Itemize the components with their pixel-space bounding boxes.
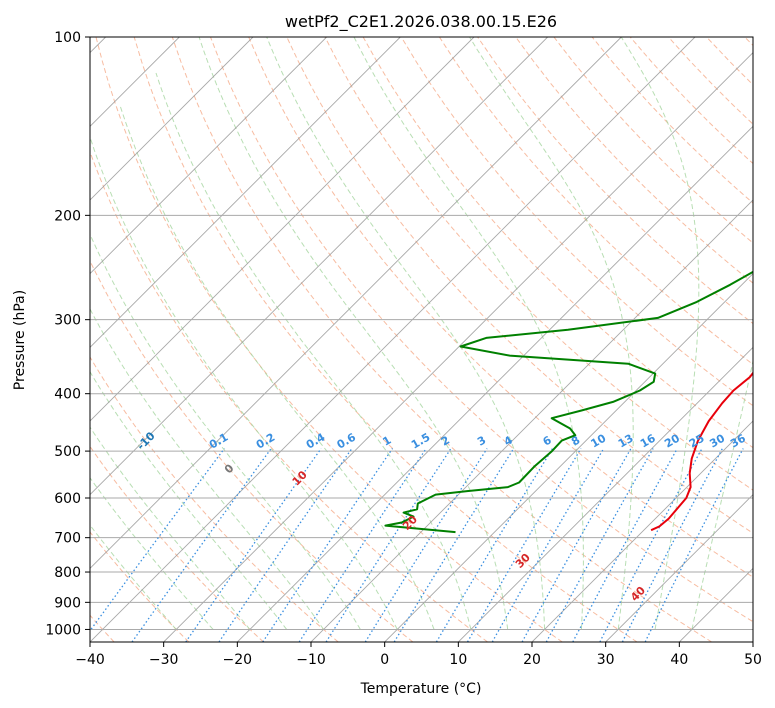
y-tick-label: 500 xyxy=(54,444,81,460)
isotherm-line xyxy=(605,494,753,642)
isotherm-line xyxy=(237,125,753,642)
x-axis-label: Temperature (°C) xyxy=(360,681,482,697)
x-tick-label: 30 xyxy=(597,652,615,668)
moist-adiabat-line xyxy=(353,37,584,630)
mixing-ratio-line xyxy=(131,448,272,642)
moist-adiabat-line xyxy=(198,37,509,630)
dry-adiabat-line xyxy=(95,37,563,642)
y-axis-label: Pressure (hPa) xyxy=(12,290,28,390)
mixing-ratio-line xyxy=(491,448,605,642)
isotherm-line xyxy=(163,52,753,642)
mixing-ratio-line xyxy=(298,448,427,642)
axes: −40 −30 −20 −10 0 10 20 30 40 50 100 200 300 400 500 60… xyxy=(45,30,762,668)
dry-adiabat-line xyxy=(90,356,339,642)
isotherm-line xyxy=(90,37,696,642)
temperature-profile-line xyxy=(650,371,753,532)
mixing-ratio-line xyxy=(466,448,582,642)
isotherm-line xyxy=(90,37,548,496)
dry-adiabat-line xyxy=(324,37,753,491)
y-tick-label: 700 xyxy=(54,531,81,547)
isotherm-line xyxy=(384,273,753,642)
dry-adiabat-line xyxy=(133,37,638,642)
mixing-ratio-line xyxy=(393,448,515,642)
profile-lines xyxy=(384,270,753,534)
isotherm-line xyxy=(90,37,401,348)
isotherm-line xyxy=(458,346,753,642)
isotherm-line xyxy=(531,420,753,642)
dry-adiabat-line xyxy=(171,37,712,642)
y-tick-label: 100 xyxy=(54,30,81,46)
y-tick-label: 200 xyxy=(54,208,81,224)
moist-adiabat-line xyxy=(155,72,472,630)
x-tick-label: 10 xyxy=(449,652,467,668)
mixing-ratio-line xyxy=(218,448,353,642)
plot-frame xyxy=(89,36,754,643)
mixing-ratio-line xyxy=(185,448,322,642)
mixing-ratio-line xyxy=(572,448,678,642)
y-tick-label: 900 xyxy=(54,595,81,611)
dewpoint-profile-line xyxy=(384,270,753,534)
mixing-ratio-line xyxy=(262,448,394,642)
mixing-ratio-line xyxy=(599,448,703,642)
moist-adiabat-line xyxy=(691,358,753,630)
x-tick-label: −30 xyxy=(149,652,179,668)
isotherm-line xyxy=(90,37,475,422)
dry-adiabat-line xyxy=(90,531,190,642)
y-tick-label: 600 xyxy=(54,491,81,507)
moist-adiabat-line xyxy=(90,135,398,630)
mixing-ratio-line xyxy=(325,448,452,642)
moist-adiabat-line xyxy=(90,426,251,630)
background-lines xyxy=(90,37,753,642)
dry-adiabat-line xyxy=(438,37,753,366)
y-tick-label: 300 xyxy=(54,313,81,329)
y-tick-label: 400 xyxy=(54,387,81,403)
x-tick-label: 50 xyxy=(744,652,762,668)
moist-adiabat-line xyxy=(90,476,214,630)
mixing-ratio-line xyxy=(90,448,225,632)
x-tick-label: −20 xyxy=(223,652,253,668)
dry-adiabat-line xyxy=(248,37,753,578)
mixing-ratio-line xyxy=(621,448,723,642)
moist-adiabat-line xyxy=(469,37,634,630)
y-tick-label: 800 xyxy=(54,565,81,581)
isotherm-line xyxy=(90,37,254,201)
moist-adiabat-line xyxy=(90,370,288,630)
x-tick-label: −40 xyxy=(75,652,105,668)
dry-adiabat-line xyxy=(515,37,753,284)
moist-adiabat-line xyxy=(119,104,435,630)
isotherm-line xyxy=(90,37,622,569)
dry-adiabat-line xyxy=(400,37,753,407)
x-tick-label: 40 xyxy=(670,652,688,668)
dry-adiabat-line xyxy=(210,37,753,623)
chart-title: wetPf2_C2E1.2026.038.00.15.E26 xyxy=(285,12,557,32)
isotherm-line xyxy=(310,199,753,642)
moist-adiabat-line xyxy=(266,37,546,630)
y-tick-label: 1000 xyxy=(45,622,81,638)
x-tick-label: 0 xyxy=(380,652,389,668)
mixing-ratio-line xyxy=(644,448,744,642)
x-tick-label: 20 xyxy=(523,652,541,668)
dry-adiabat-line xyxy=(90,445,264,642)
dry-adiabat-line xyxy=(90,150,488,642)
x-tick-label: −10 xyxy=(296,652,326,668)
moist-adiabat-line xyxy=(620,37,700,630)
isotherm-line xyxy=(90,37,327,275)
